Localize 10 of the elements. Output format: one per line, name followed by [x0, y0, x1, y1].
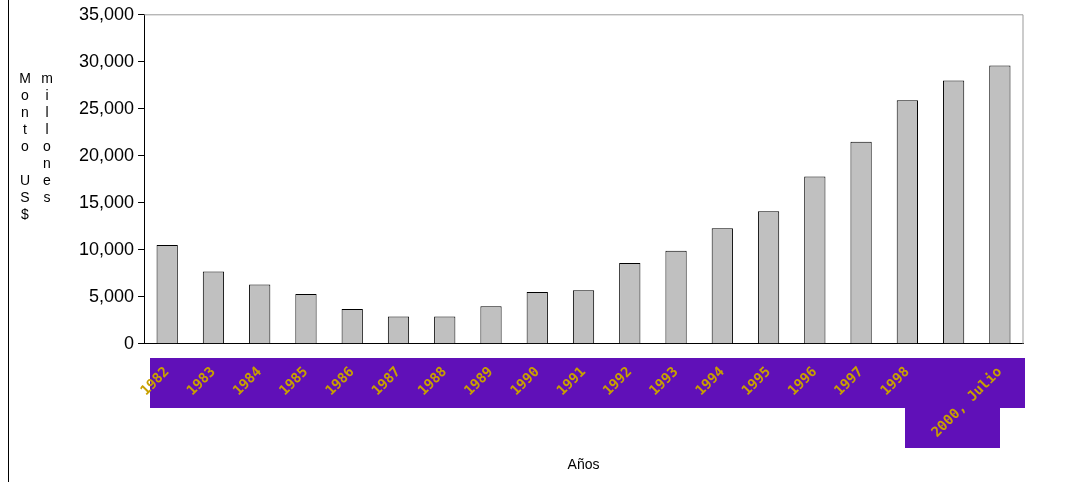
y-tick-label: 35,000 [78, 3, 135, 24]
y-tick-label: 20,000 [78, 144, 135, 165]
y-tick-label: 30,000 [78, 50, 135, 71]
y-tick-label: 0 [124, 332, 135, 353]
x-axis-title: Años [567, 456, 600, 473]
y-axis-title: Monto US$ millones [16, 70, 56, 225]
y-tick-label: 15,000 [78, 191, 135, 212]
y-tick-label: 10,000 [78, 238, 135, 259]
y-tick-label: 25,000 [78, 97, 135, 118]
y-tick-label: 5,000 [89, 285, 135, 306]
